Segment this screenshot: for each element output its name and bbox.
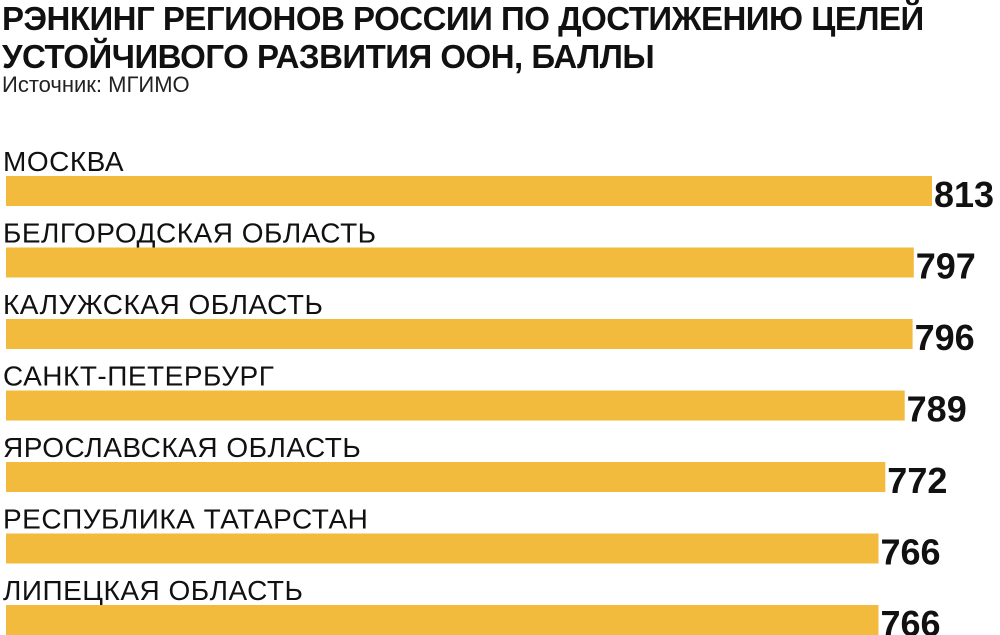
value-label: 797 bbox=[916, 246, 976, 287]
category-label: МОСКВА bbox=[3, 146, 124, 177]
bar bbox=[6, 462, 886, 492]
category-label: ЯРОСЛАВСКАЯ ОБЛАСТЬ bbox=[3, 432, 361, 463]
value-label: 796 bbox=[915, 317, 975, 358]
category-label: ЛИПЕЦКАЯ ОБЛАСТЬ bbox=[3, 575, 303, 606]
bar bbox=[6, 533, 879, 564]
bar bbox=[6, 176, 932, 206]
value-label: 766 bbox=[880, 603, 940, 635]
chart-title-line-1: РЭНКИНГ РЕГИОНОВ РОССИИ ПО ДОСТИЖЕНИЮ ЦЕ… bbox=[2, 0, 924, 37]
value-label: 772 bbox=[887, 460, 947, 501]
bar bbox=[6, 319, 913, 349]
value-label: 789 bbox=[907, 389, 967, 430]
bar bbox=[6, 605, 879, 635]
category-label: РЕСПУБЛИКА ТАТАРСТАН bbox=[3, 504, 368, 535]
bar bbox=[6, 390, 905, 421]
bar bbox=[6, 247, 914, 278]
category-label: БЕЛГОРОДСКАЯ ОБЛАСТЬ bbox=[3, 218, 377, 249]
chart-title: РЭНКИНГ РЕГИОНОВ РОССИИ ПО ДОСТИЖЕНИЮ ЦЕ… bbox=[2, 0, 924, 76]
category-label: САНКТ-ПЕТЕРБУРГ bbox=[3, 361, 274, 392]
category-label: КАЛУЖСКАЯ ОБЛАСТЬ bbox=[3, 289, 323, 320]
value-label: 813 bbox=[934, 174, 994, 215]
chart-title-line-2: УСТОЙЧИВОГО РАЗВИТИЯ ООН, БАЛЛЫ bbox=[2, 38, 655, 75]
source-note: Источник: МГИМО bbox=[2, 72, 190, 97]
value-label: 766 bbox=[880, 532, 940, 573]
